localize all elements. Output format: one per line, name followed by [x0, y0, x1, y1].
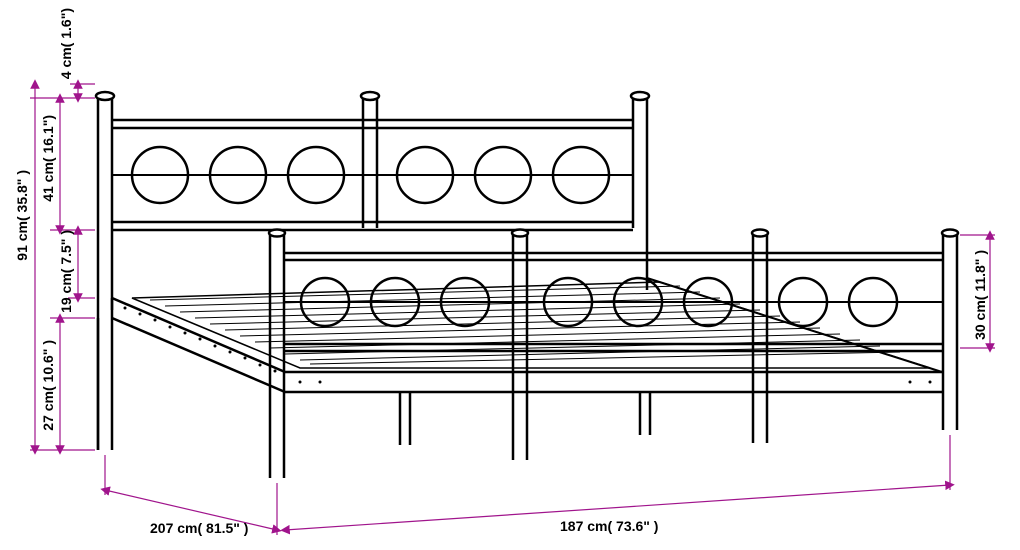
headboard [96, 92, 649, 450]
dim-width: 187 cm( 73.6" ) [560, 518, 658, 534]
dim-footboard-h: 30 cm( 11.8" ) [972, 250, 988, 340]
dim-headboard-h: 41 cm( 16.1") [40, 115, 56, 202]
dim-top-cap: 4 cm( 1.6") [58, 8, 74, 79]
dim-gap-h: 19 cm( 7.5" ) [58, 230, 74, 313]
bed-diagram [0, 0, 1020, 550]
dim-length: 207 cm( 81.5" ) [150, 520, 248, 536]
dim-total-h: 91 cm( 35.8" ) [14, 170, 30, 261]
footboard [269, 230, 958, 479]
dim-leg-h: 27 cm( 10.6" ) [40, 340, 56, 431]
legs [98, 318, 650, 450]
